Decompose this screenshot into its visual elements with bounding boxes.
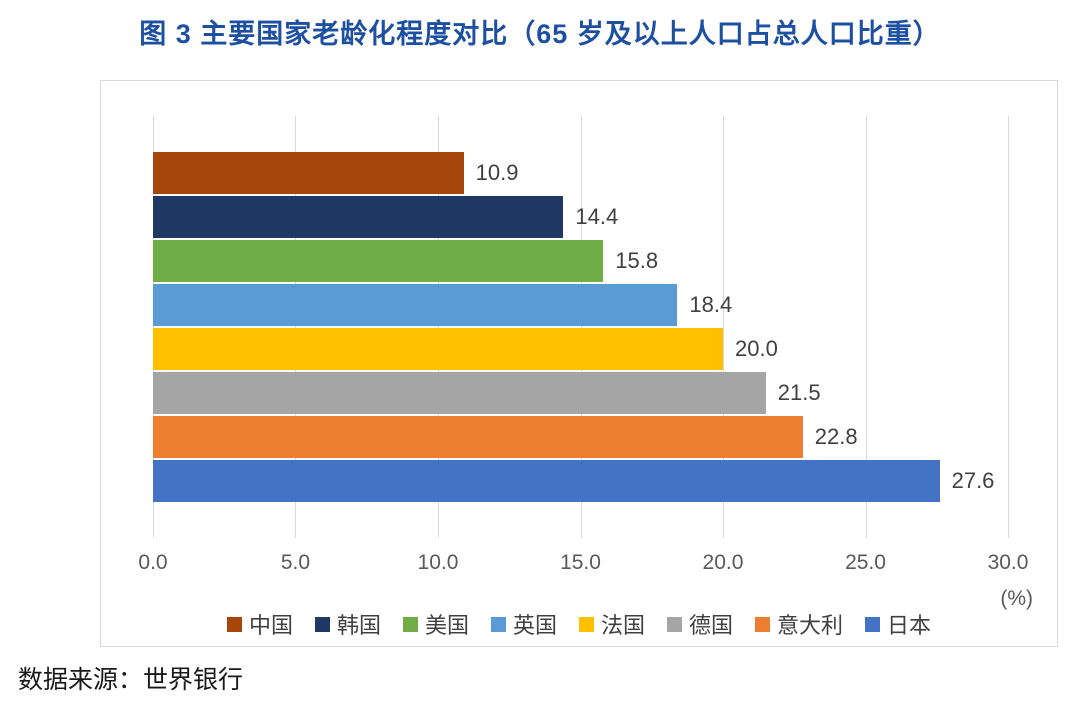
legend-item: 意大利 [755, 608, 843, 640]
plot-area: 10.9 14.4 15.8 18.4 20.0 21.5 22.8 27.6 [153, 116, 1009, 538]
gridline [437, 116, 439, 538]
bar [153, 240, 604, 282]
bar-row: 18.4 [153, 284, 1008, 326]
legend-item: 法国 [579, 608, 645, 640]
legend-label: 法国 [601, 613, 646, 638]
bar-row: 21.5 [153, 372, 1008, 414]
legend-label: 韩国 [336, 613, 381, 638]
legend-label: 意大利 [777, 613, 844, 638]
bar [153, 416, 803, 458]
legend-swatch [865, 616, 881, 632]
bar-value-label: 22.8 [814, 424, 858, 449]
bar-row: 22.8 [153, 416, 1008, 458]
bar-series: 10.9 14.4 15.8 18.4 20.0 21.5 22.8 27.6 [153, 116, 1008, 538]
x-tick-label: 30.0 [987, 551, 1029, 574]
axis-unit-label: (%) [1000, 587, 1033, 610]
bar-row: 20.0 [153, 328, 1008, 370]
bar-value-label: 20.0 [734, 336, 778, 361]
bar-value-label: 10.9 [475, 160, 519, 185]
chart-title: 图 3 主要国家老龄化程度对比（65 岁及以上人口占总人口比重） [139, 19, 941, 49]
x-tick-label: 5.0 [280, 551, 311, 574]
legend-item: 韩国 [314, 608, 381, 640]
legend-swatch [579, 616, 594, 632]
gridline [722, 116, 724, 538]
x-tick-label: 20.0 [702, 551, 744, 574]
bar-row: 14.4 [153, 196, 1008, 238]
legend-swatch [402, 616, 418, 632]
legend-swatch [667, 616, 683, 632]
legend-item: 英国 [490, 608, 557, 640]
legend-label: 中国 [248, 613, 293, 638]
gridline [865, 116, 867, 538]
gridline [580, 116, 582, 538]
bar [153, 460, 940, 502]
bar [153, 196, 564, 238]
bar [153, 372, 766, 414]
legend-item: 美国 [402, 608, 469, 640]
legend-swatch [490, 616, 506, 632]
chart-container: 10.9 14.4 15.8 18.4 20.0 21.5 22.8 27.6 0.0 5.0 1… [100, 80, 1058, 647]
legend-label: 英国 [512, 613, 557, 638]
legend-label: 美国 [424, 613, 469, 638]
bar [153, 328, 723, 370]
gridline [1008, 116, 1009, 538]
legend-item: 德国 [667, 608, 733, 640]
legend-swatch [226, 616, 242, 632]
bar-row: 10.9 [153, 152, 1008, 194]
bar-value-label: 14.4 [575, 204, 619, 229]
bar-row: 27.6 [153, 460, 1008, 502]
legend: 中国 韩国 美国 英国 法国 德国 意大利 日本 [101, 608, 1057, 640]
legend-swatch [755, 616, 771, 632]
bar-value-label: 21.5 [777, 380, 821, 405]
legend-label: 德国 [689, 613, 734, 638]
source-note: 数据来源：世界银行 [18, 667, 244, 694]
bar-row: 15.8 [153, 240, 1008, 282]
bar-value-label: 27.6 [951, 468, 995, 493]
bar [153, 152, 464, 194]
gridline [295, 116, 297, 538]
gridline [153, 116, 154, 538]
x-tick-label: 0.0 [138, 551, 168, 574]
x-axis: 0.0 5.0 10.0 15.0 20.0 25.0 30.0 [138, 551, 1028, 579]
legend-item: 日本 [865, 608, 931, 640]
x-tick-label: 15.0 [560, 551, 601, 574]
x-tick-label: 10.0 [417, 551, 459, 574]
legend-label: 日本 [887, 613, 932, 638]
legend-swatch [314, 616, 330, 632]
bar-value-label: 18.4 [689, 292, 733, 317]
bar-value-label: 15.8 [615, 248, 659, 273]
bar [153, 284, 678, 326]
legend-item: 中国 [226, 608, 293, 640]
x-tick-label: 25.0 [845, 551, 886, 574]
